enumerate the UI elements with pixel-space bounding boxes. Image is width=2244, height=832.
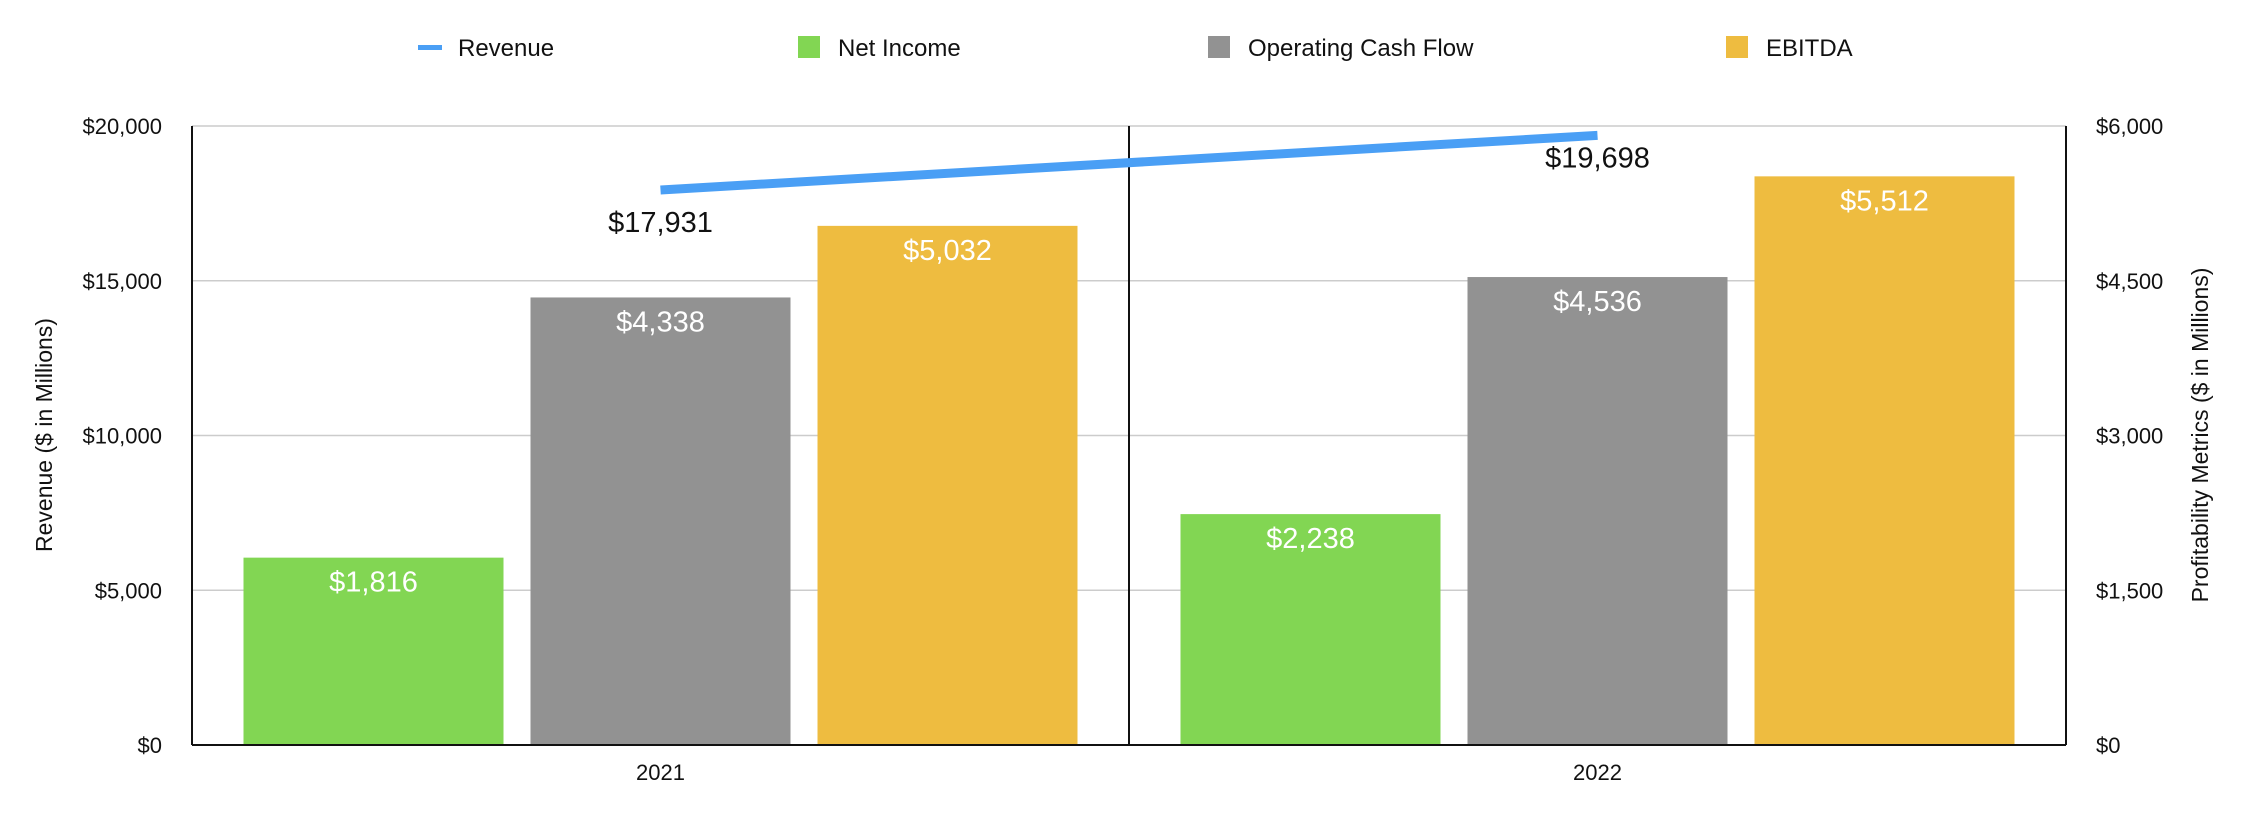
legend-swatch [798, 36, 820, 58]
bar-value-label: $4,536 [1553, 286, 1642, 318]
y-right-tick-label: $6,000 [2096, 114, 2163, 139]
y-axis-left-title: Revenue ($ in Millions) [31, 318, 57, 552]
bar [817, 225, 1078, 745]
y-left-tick-label: $0 [138, 733, 162, 758]
legend-label: Operating Cash Flow [1248, 35, 1474, 62]
tick-labels: $0 $0 $5,000 $1,500 $10,000 $3,000 $15,000 $4,5… [82, 114, 2163, 785]
bar [1467, 277, 1728, 745]
y-right-tick-label: $1,500 [2096, 578, 2163, 603]
legend-swatch-line [418, 45, 442, 50]
legend-label: EBITDA [1766, 35, 1853, 62]
y-left-tick-label: $15,000 [82, 269, 162, 294]
y-left-tick-label: $10,000 [82, 424, 162, 449]
y-right-tick-label: $3,000 [2096, 424, 2163, 449]
bar [1754, 176, 2015, 745]
legend-swatch [1726, 36, 1748, 58]
bar [1180, 514, 1441, 745]
bar-value-label: $4,338 [616, 306, 705, 338]
bar-value-label: $1,816 [329, 567, 418, 599]
y-right-tick-label: $4,500 [2096, 269, 2163, 294]
axes [191, 126, 2067, 746]
y-axis-right-title: Profitability Metrics ($ in Millions) [2187, 268, 2213, 603]
bar-value-label: $2,238 [1266, 523, 1355, 555]
y-left-tick-label: $20,000 [82, 114, 162, 139]
revenue-line [660, 130, 1598, 195]
bar [530, 297, 791, 745]
y-left-tick-label: $5,000 [95, 578, 162, 603]
x-tick-label: 2022 [1573, 760, 1622, 785]
y-right-tick-label: $0 [2096, 733, 2120, 758]
line-value-label: $19,698 [1545, 142, 1650, 174]
x-tick-label: 2021 [636, 760, 685, 785]
legend: Revenue Net Income Operating Cash Flow EBIT… [418, 35, 1853, 62]
revenue-line-path [660, 130, 1598, 195]
bar-value-label: $5,032 [903, 235, 992, 267]
legend-swatch [1208, 36, 1230, 58]
line-value-label: $17,931 [608, 207, 713, 239]
bar [243, 557, 504, 745]
bar-value-label: $5,512 [1840, 185, 1929, 217]
bars [243, 176, 2015, 745]
legend-label: Revenue [458, 35, 554, 62]
legend-label: Net Income [838, 35, 961, 62]
data-labels: $1,816 $4,338 $5,032 $2,238 $4,536 $5,512 $17,… [329, 142, 1929, 598]
